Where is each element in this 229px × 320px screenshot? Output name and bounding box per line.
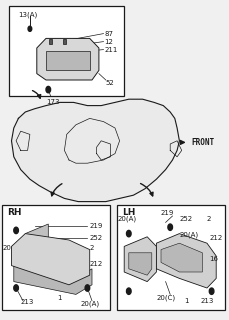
Text: 1: 1 xyxy=(57,295,62,300)
Circle shape xyxy=(85,285,89,291)
Bar xyxy=(62,39,66,44)
Bar xyxy=(49,39,52,44)
Circle shape xyxy=(167,224,172,230)
Circle shape xyxy=(28,26,32,31)
FancyBboxPatch shape xyxy=(2,205,110,310)
Text: 1: 1 xyxy=(183,298,188,304)
Polygon shape xyxy=(11,234,89,285)
Polygon shape xyxy=(156,234,215,288)
Text: RH: RH xyxy=(7,208,21,217)
Polygon shape xyxy=(37,38,98,80)
Text: 219: 219 xyxy=(89,223,103,228)
Circle shape xyxy=(208,288,213,294)
Text: 219: 219 xyxy=(160,210,174,216)
Text: LH: LH xyxy=(121,208,135,217)
Circle shape xyxy=(14,227,18,234)
Text: 12: 12 xyxy=(104,39,113,44)
Text: 2: 2 xyxy=(89,245,94,251)
Text: 20(A): 20(A) xyxy=(117,216,136,222)
Text: FRONT: FRONT xyxy=(190,138,213,147)
Polygon shape xyxy=(14,266,92,294)
Polygon shape xyxy=(25,224,48,259)
Text: 213: 213 xyxy=(199,298,213,304)
Circle shape xyxy=(126,288,131,294)
Polygon shape xyxy=(160,243,202,272)
Text: 212: 212 xyxy=(89,261,103,267)
Text: 87: 87 xyxy=(104,31,113,36)
Text: 16: 16 xyxy=(208,256,217,262)
Polygon shape xyxy=(124,237,156,282)
Text: 252: 252 xyxy=(179,216,192,222)
FancyBboxPatch shape xyxy=(117,205,224,310)
Text: 173: 173 xyxy=(46,100,59,105)
Text: 20(C): 20(C) xyxy=(156,294,175,301)
Text: 212: 212 xyxy=(208,236,222,241)
Text: 52: 52 xyxy=(105,80,114,86)
Polygon shape xyxy=(11,99,179,202)
Polygon shape xyxy=(128,253,151,275)
Text: 211: 211 xyxy=(104,47,117,52)
Text: 20(A): 20(A) xyxy=(80,301,99,307)
Text: 2: 2 xyxy=(206,216,210,222)
Text: 20(A): 20(A) xyxy=(179,232,198,238)
Text: 20(B): 20(B) xyxy=(2,245,21,251)
Text: 213: 213 xyxy=(21,300,34,305)
Text: 13(A): 13(A) xyxy=(18,11,38,18)
FancyBboxPatch shape xyxy=(9,6,124,96)
Circle shape xyxy=(14,285,18,291)
Text: 252: 252 xyxy=(89,236,102,241)
Circle shape xyxy=(126,230,131,237)
Polygon shape xyxy=(46,51,89,70)
Circle shape xyxy=(46,86,50,93)
